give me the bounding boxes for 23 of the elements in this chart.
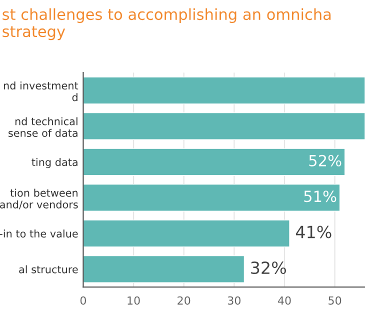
x-tick-label: 10 [128,296,140,305]
data-label: 52% [309,154,342,166]
bar [83,220,290,248]
y-tick-label: -in to the value [0,230,78,238]
x-tick-label: 20 [178,296,190,305]
bar [83,184,340,212]
y-tick-label: nd investment d [4,81,78,102]
data-label: 32% [251,261,286,274]
x-tick-label: 50 [328,296,342,305]
x-tick-label: 30 [228,296,241,305]
x-tick-label: 40 [278,296,291,305]
data-label: 41% [296,226,332,238]
y-tick-label: nd technical sense of data [8,117,78,137]
chart-title: st challenges to accomplishing an omnicha strategy [2,8,331,40]
y-tick-label: tion between and/or vendors [0,188,78,210]
bar [83,255,245,283]
x-tick-label: 0 [80,296,86,305]
bar [83,76,365,104]
data-label: 51% [304,190,336,202]
y-tick-label: al structure [19,265,78,274]
y-tick-label: ting data [32,158,78,168]
bar [83,112,365,140]
bar [83,148,346,176]
